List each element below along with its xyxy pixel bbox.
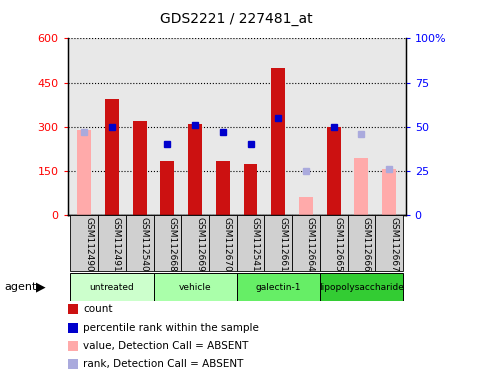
FancyBboxPatch shape [264, 215, 292, 271]
Bar [77, 130, 91, 215]
Text: percentile rank within the sample: percentile rank within the sample [83, 323, 259, 333]
FancyBboxPatch shape [320, 215, 348, 271]
Text: GSM112661: GSM112661 [278, 217, 287, 271]
Text: GSM112490: GSM112490 [84, 217, 93, 271]
FancyBboxPatch shape [375, 215, 403, 271]
Bar [327, 127, 341, 215]
Text: GSM112541: GSM112541 [251, 217, 259, 271]
FancyBboxPatch shape [126, 215, 154, 271]
Text: GDS2221 / 227481_at: GDS2221 / 227481_at [160, 12, 313, 25]
FancyBboxPatch shape [71, 215, 98, 271]
FancyBboxPatch shape [71, 273, 154, 301]
Text: GSM112669: GSM112669 [195, 217, 204, 271]
Bar [216, 161, 230, 215]
Text: lipopolysaccharide: lipopolysaccharide [319, 283, 404, 291]
Text: GSM112666: GSM112666 [361, 217, 370, 271]
FancyBboxPatch shape [237, 215, 264, 271]
Text: GSM112664: GSM112664 [306, 217, 315, 271]
Text: untreated: untreated [89, 283, 134, 291]
FancyBboxPatch shape [320, 273, 403, 301]
Bar [188, 124, 202, 215]
FancyBboxPatch shape [292, 215, 320, 271]
Text: GSM112667: GSM112667 [389, 217, 398, 271]
Bar [105, 99, 119, 215]
Text: GSM112665: GSM112665 [334, 217, 342, 271]
Bar [382, 169, 396, 215]
Bar [243, 164, 257, 215]
Text: vehicle: vehicle [179, 283, 212, 291]
Bar [355, 157, 369, 215]
FancyBboxPatch shape [181, 215, 209, 271]
Text: galectin-1: galectin-1 [256, 283, 301, 291]
Bar [299, 197, 313, 215]
Bar [133, 121, 147, 215]
FancyBboxPatch shape [237, 273, 320, 301]
FancyBboxPatch shape [209, 215, 237, 271]
Text: count: count [83, 304, 113, 314]
Text: agent: agent [5, 282, 37, 292]
Text: GSM112540: GSM112540 [140, 217, 149, 271]
FancyBboxPatch shape [348, 215, 375, 271]
FancyBboxPatch shape [98, 215, 126, 271]
Bar [160, 161, 174, 215]
Bar [271, 68, 285, 215]
Text: GSM112668: GSM112668 [168, 217, 176, 271]
Text: GSM112491: GSM112491 [112, 217, 121, 271]
Text: value, Detection Call = ABSENT: value, Detection Call = ABSENT [83, 341, 248, 351]
FancyBboxPatch shape [154, 215, 181, 271]
Text: rank, Detection Call = ABSENT: rank, Detection Call = ABSENT [83, 359, 243, 369]
Text: ▶: ▶ [36, 281, 46, 294]
Text: GSM112670: GSM112670 [223, 217, 232, 271]
FancyBboxPatch shape [154, 273, 237, 301]
